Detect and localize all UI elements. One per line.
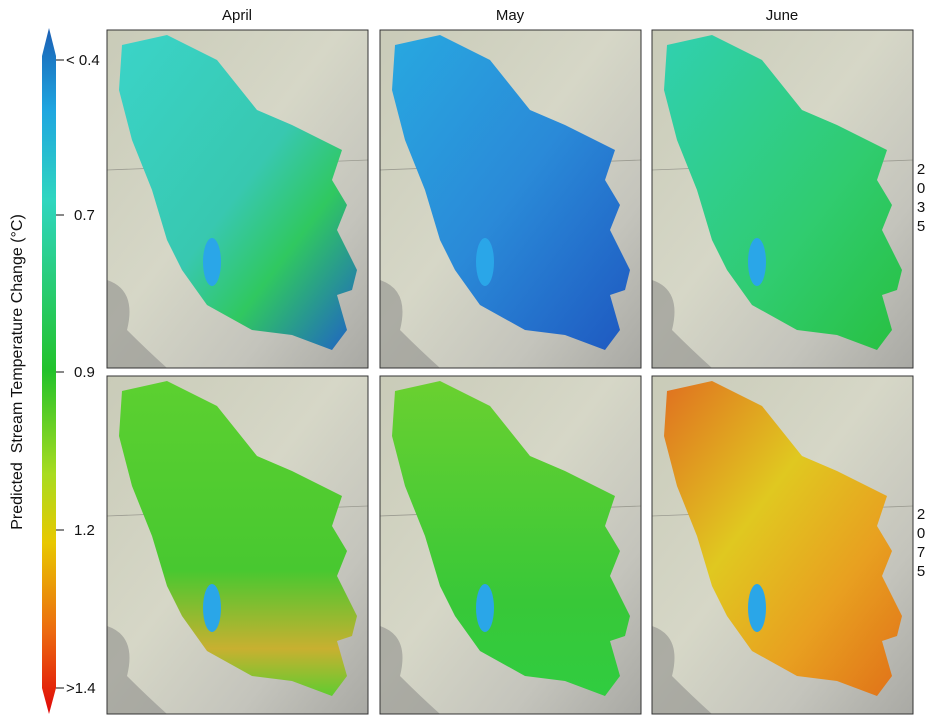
colorbar-tick-label: 0.7: [74, 207, 95, 224]
figure: April May June < 0.4 0.7 0.9 1.2 >1.4 Pr…: [0, 0, 933, 715]
colorbar-tick-label: 0.9: [74, 364, 95, 381]
map-figure: April May June < 0.4 0.7 0.9 1.2 >1.4 Pr…: [0, 0, 933, 715]
column-title: June: [766, 7, 799, 24]
column-title: May: [496, 7, 525, 24]
map-panel: [380, 376, 641, 714]
map-panel: [107, 30, 368, 368]
map-panel: [107, 376, 368, 714]
row-label: 2075: [914, 505, 928, 581]
colorbar-tick-label: < 0.4: [66, 52, 100, 69]
column-title: April: [222, 7, 252, 24]
colorbar: [42, 28, 64, 714]
map-panel: [380, 30, 641, 368]
colorbar-tick-label: 1.2: [74, 522, 95, 539]
colorbar-tick-label: >1.4: [66, 680, 96, 697]
map-panel: [652, 30, 913, 368]
map-panel: [652, 376, 913, 714]
row-label: 2035: [914, 160, 928, 236]
colorbar-label: Predicted Stream Temperature Change (°C): [9, 214, 26, 530]
